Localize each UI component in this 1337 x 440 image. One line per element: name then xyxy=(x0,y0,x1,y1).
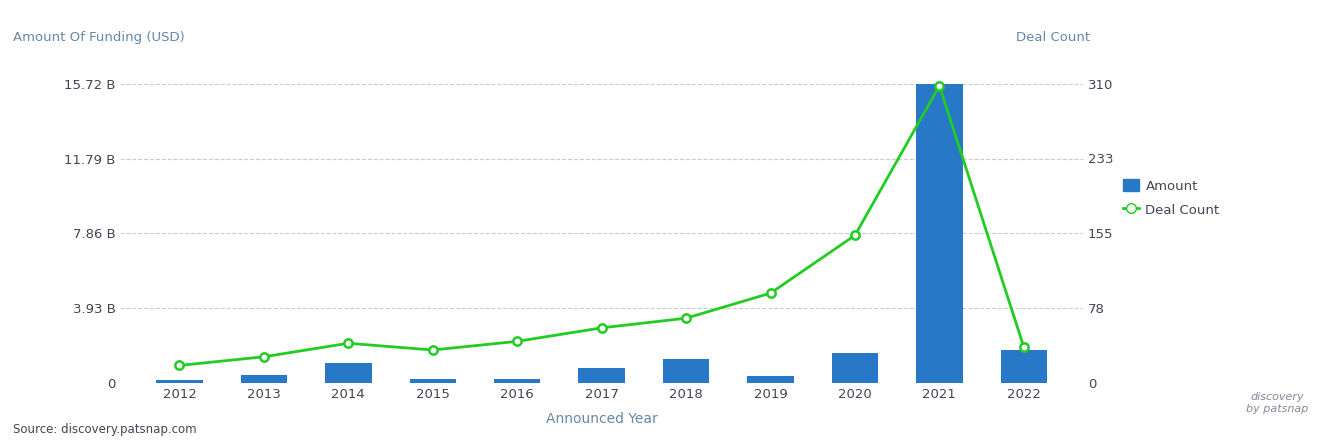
Bar xyxy=(832,353,878,383)
X-axis label: Announced Year: Announced Year xyxy=(545,412,658,426)
Text: Deal Count: Deal Count xyxy=(1016,31,1090,44)
Legend: Amount, Deal Count: Amount, Deal Count xyxy=(1123,179,1219,217)
Bar xyxy=(156,380,203,383)
Bar xyxy=(241,375,287,383)
Bar xyxy=(916,84,963,383)
Bar xyxy=(579,368,624,383)
Text: discovery
by patsnap: discovery by patsnap xyxy=(1246,392,1308,414)
Bar xyxy=(747,376,794,383)
Text: Amount Of Funding (USD): Amount Of Funding (USD) xyxy=(13,31,185,44)
Bar xyxy=(493,379,540,383)
Bar xyxy=(1000,351,1047,383)
Bar xyxy=(325,363,372,383)
Bar xyxy=(663,359,710,383)
Bar xyxy=(409,379,456,383)
Text: Source: discovery.patsnap.com: Source: discovery.patsnap.com xyxy=(13,422,197,436)
